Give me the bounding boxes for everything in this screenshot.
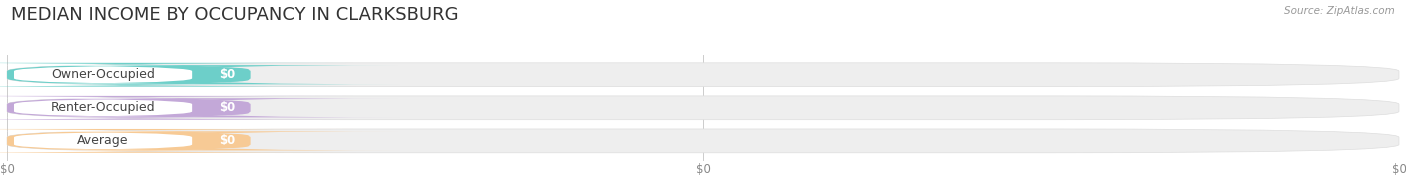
FancyBboxPatch shape [55, 98, 399, 117]
FancyBboxPatch shape [0, 65, 264, 84]
FancyBboxPatch shape [7, 63, 1399, 87]
Text: $0: $0 [219, 134, 235, 147]
Text: Owner-Occupied: Owner-Occupied [51, 68, 155, 81]
Text: Average: Average [77, 134, 129, 147]
Text: Renter-Occupied: Renter-Occupied [51, 101, 156, 114]
FancyBboxPatch shape [55, 131, 399, 151]
FancyBboxPatch shape [7, 129, 1399, 153]
Text: MEDIAN INCOME BY OCCUPANCY IN CLARKSBURG: MEDIAN INCOME BY OCCUPANCY IN CLARKSBURG [11, 6, 458, 24]
FancyBboxPatch shape [0, 63, 354, 87]
FancyBboxPatch shape [0, 131, 264, 151]
FancyBboxPatch shape [0, 98, 264, 117]
Text: $0: $0 [219, 68, 235, 81]
FancyBboxPatch shape [7, 96, 1399, 120]
Text: $0: $0 [219, 101, 235, 114]
FancyBboxPatch shape [55, 65, 399, 84]
FancyBboxPatch shape [0, 96, 354, 120]
Text: Source: ZipAtlas.com: Source: ZipAtlas.com [1284, 6, 1395, 16]
FancyBboxPatch shape [0, 129, 354, 153]
